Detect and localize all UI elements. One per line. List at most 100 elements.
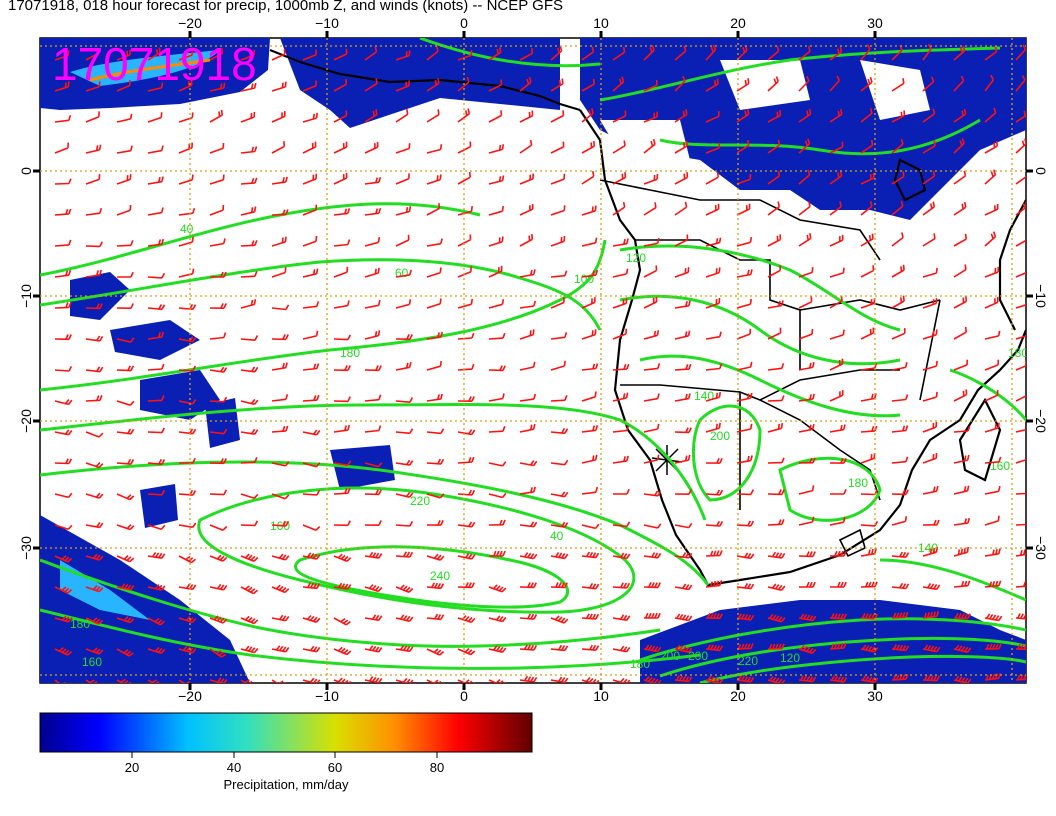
border-6 <box>759 199 881 261</box>
wind-barb <box>488 426 506 433</box>
wind-barb <box>302 268 319 278</box>
colorbar-tick-label-2: 40 <box>227 760 241 775</box>
wind-barb <box>829 675 848 683</box>
wind-barb <box>798 75 810 92</box>
wind-barb <box>302 80 317 92</box>
wind-barb <box>302 677 321 683</box>
wind-barb <box>922 233 936 247</box>
wind-barb <box>426 648 445 656</box>
contour-label: 180 <box>1008 346 1028 360</box>
wind-barb <box>581 205 597 216</box>
wind-barb <box>426 493 445 499</box>
wind-barb <box>178 365 197 372</box>
wind-barb <box>364 551 383 559</box>
wind-barb <box>860 44 871 61</box>
wind-barb <box>271 520 290 527</box>
wind-barb <box>953 612 971 620</box>
wind-barb <box>612 238 629 247</box>
wind-barb <box>550 205 566 216</box>
wind-barb <box>271 209 289 216</box>
wind-barb <box>302 363 320 371</box>
wind-barb <box>1015 613 1026 620</box>
wind-barb <box>984 74 995 92</box>
wind-barb <box>302 552 321 560</box>
wind-barb <box>612 298 628 309</box>
wind-barb <box>860 76 873 92</box>
contour-label: 120 <box>780 651 800 665</box>
wind-barb <box>799 581 816 588</box>
wind-barb <box>643 79 658 92</box>
wind-barb <box>85 617 104 625</box>
wind-barb <box>457 332 475 340</box>
wind-barb <box>395 334 413 340</box>
wind-barb <box>953 359 969 371</box>
wind-barb <box>891 200 904 216</box>
wind-barb <box>302 173 318 185</box>
wind-barb <box>674 234 689 247</box>
wind-barb <box>116 400 135 406</box>
wind-barb <box>891 171 905 185</box>
precip-blob-2 <box>110 320 200 360</box>
wind-barb <box>85 335 104 342</box>
wind-barb <box>767 675 786 683</box>
wind-barb <box>271 394 289 402</box>
lake-victoria <box>893 158 927 202</box>
wind-barb <box>953 45 966 61</box>
precip-core-nw-heavy <box>89 58 211 82</box>
wind-barb <box>767 300 784 309</box>
wind-barb <box>54 458 73 465</box>
wind-barb <box>85 207 103 216</box>
wind-barb <box>395 491 414 498</box>
precip-gap-b <box>720 60 810 110</box>
wind-barb <box>798 393 815 402</box>
wind-barb <box>116 458 135 465</box>
wind-barb <box>829 234 844 247</box>
wind-barb <box>302 524 321 532</box>
wind-barb <box>116 583 135 591</box>
wind-barb <box>147 176 164 185</box>
wind-barb <box>179 457 196 464</box>
wind-barb <box>488 79 503 92</box>
wind-barb <box>612 552 631 560</box>
wind-barb <box>364 425 382 433</box>
contour-east <box>949 368 1026 421</box>
lat-label-right-4: −30 <box>1033 536 1049 560</box>
lat-label-right-1: 0 <box>1033 167 1049 175</box>
wind-barb <box>209 271 227 278</box>
wind-barb <box>54 239 72 247</box>
wind-barb <box>54 50 70 61</box>
wind-barb <box>767 583 786 591</box>
wind-barb <box>550 270 568 278</box>
wind-barb <box>240 493 259 500</box>
wind-barb <box>643 111 658 123</box>
wind-barb <box>116 49 131 61</box>
contour-label: 180 <box>340 346 360 360</box>
wind-barb <box>457 76 470 92</box>
wind-barb <box>457 615 476 624</box>
wind-barb <box>829 581 847 588</box>
wind-barb <box>116 365 135 372</box>
wind-barb <box>395 614 414 622</box>
wind-barb <box>271 304 290 311</box>
wind-barb <box>209 428 228 435</box>
wind-barb <box>984 140 998 154</box>
wind-barb <box>643 265 658 278</box>
wind-barb <box>271 584 290 594</box>
wind-barb <box>705 675 724 683</box>
wind-barb <box>519 269 536 278</box>
colorbar-tick-label-4: 80 <box>430 760 444 775</box>
wind-barb <box>612 363 630 371</box>
wind-barb <box>426 582 445 590</box>
wind-barb <box>426 174 442 185</box>
wind-barb <box>705 363 723 371</box>
wind-barb <box>612 677 631 683</box>
wind-barb <box>1015 492 1026 495</box>
wind-barb <box>550 45 563 61</box>
wind-barb <box>674 75 686 92</box>
wind-barb <box>1015 459 1026 464</box>
wind-barb <box>209 48 224 61</box>
wind-barb <box>767 643 785 650</box>
wind-barb <box>705 44 717 61</box>
wind-barb <box>984 580 1002 588</box>
wind-barb <box>767 457 785 464</box>
